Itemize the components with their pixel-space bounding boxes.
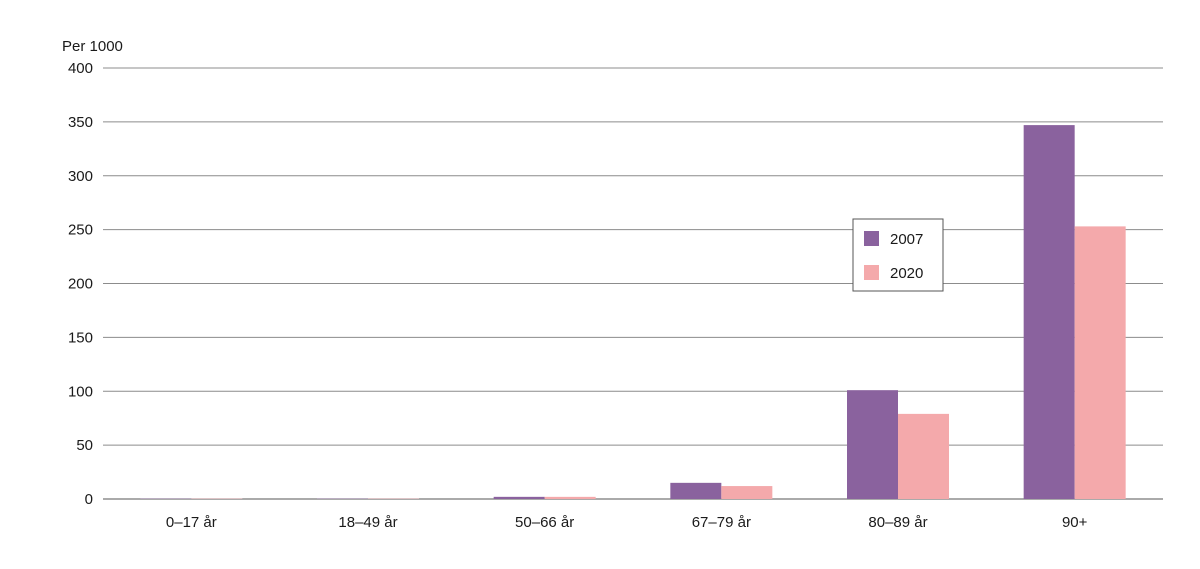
x-tick-labels: 0–17 år 18–49 år 50–66 år 67–79 år 80–89 år 9…	[166, 514, 1088, 531]
bar-2007-6	[1023, 125, 1075, 500]
bar-2020-5	[898, 413, 949, 499]
y-tick-label: 250	[68, 222, 93, 239]
x-tick-label: 0–17 år	[166, 514, 217, 531]
x-tick-label: 50–66 år	[515, 514, 574, 531]
x-tick-label: 18–49 år	[338, 514, 397, 531]
y-axis-title: Per 1000	[62, 38, 123, 55]
gridlines	[103, 67, 1163, 500]
bar-2020-3	[544, 496, 596, 499]
bar-2020-4	[721, 486, 773, 499]
y-tick-labels: 0 50 100 150 200 250 300 350 400	[68, 60, 93, 508]
bar-2020-6	[1074, 226, 1126, 499]
y-tick-label: 0	[85, 491, 93, 508]
bar-2007-3	[493, 496, 545, 499]
legend-swatch-2020	[864, 265, 879, 280]
legend-label-2007: 2007	[890, 231, 923, 248]
x-tick-label: 67–79 år	[692, 514, 751, 531]
legend: 2007 2020	[852, 218, 944, 292]
bar-2007-5	[847, 390, 898, 499]
bars	[140, 125, 1126, 500]
y-tick-label: 50	[76, 437, 93, 454]
y-tick-label: 150	[68, 329, 93, 346]
bar-2007-4	[670, 482, 722, 499]
y-tick-label: 400	[68, 60, 93, 77]
legend-label-2020: 2020	[890, 265, 923, 282]
y-tick-label: 350	[68, 114, 93, 131]
y-tick-label: 100	[68, 383, 93, 400]
y-tick-label: 200	[68, 276, 93, 293]
x-tick-label: 90+	[1062, 514, 1088, 531]
legend-swatch-2007	[864, 231, 879, 246]
x-tick-label: 80–89 år	[868, 514, 927, 531]
y-tick-label: 300	[68, 168, 93, 185]
